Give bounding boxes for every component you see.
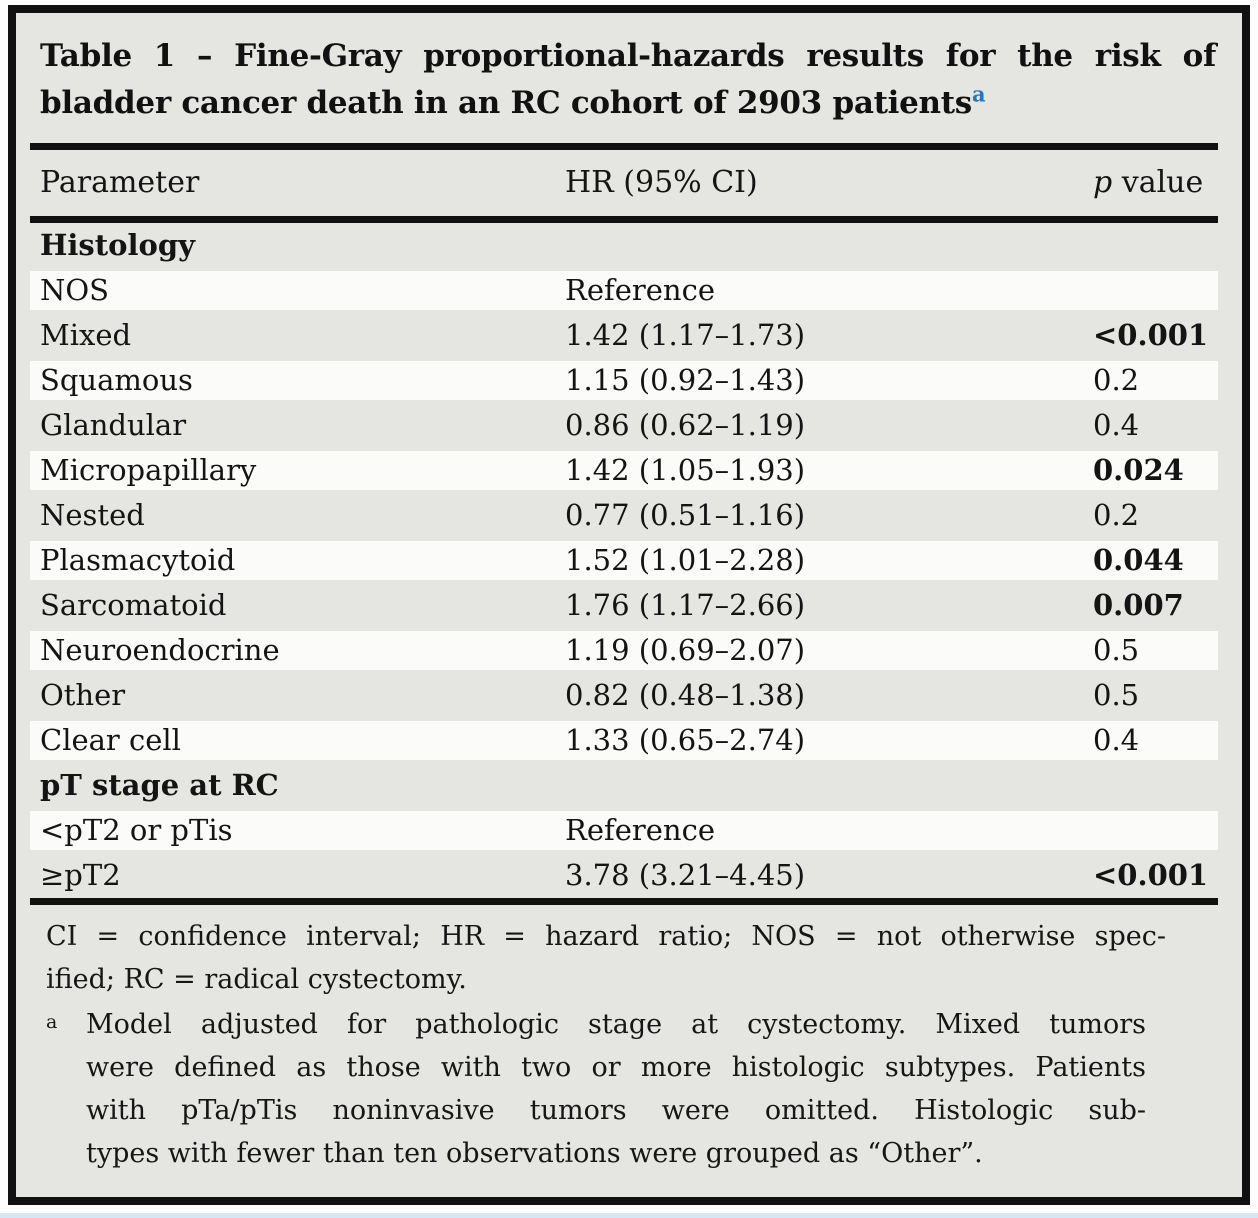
parameter-cell: Other (40, 678, 126, 712)
p-value-cell (1093, 271, 1218, 310)
table-row: Glandular 0.86 (0.62–1.19) 0.4 (30, 403, 1218, 448)
column-header-hr: HR (95% CI) (565, 165, 758, 200)
footnote-a: a Model adjusted for pathologic stage at… (30, 1003, 1166, 1175)
parameter-cell: <pT2 or pTis (40, 813, 233, 847)
table-body: Histology NOS Reference Mixed 1.42 (1.17–1.7… (16, 223, 1242, 898)
p-value-cell: 0.2 (1093, 363, 1140, 397)
p-value-cell: 0.044 (1093, 543, 1184, 577)
footnote-a-text: Model adjusted for pathologic stage at c… (86, 1003, 1166, 1175)
hr-ci-cell: Reference (565, 273, 715, 307)
footnote-a-line: Model adjusted for pathologic stage at c… (86, 1009, 1146, 1040)
hr-ci-cell: 3.78 (3.21–4.45) (565, 858, 806, 892)
p-value-cell: 0.024 (1093, 453, 1184, 487)
hr-ci-cell: 1.42 (1.05–1.93) (565, 453, 806, 487)
table-row: Neuroendocrine 1.19 (0.69–2.07) 0.5 (30, 628, 1218, 673)
table-header-row: Parameter HR (95% CI) p value (30, 150, 1218, 216)
table-row: Other 0.82 (0.48–1.38) 0.5 (30, 673, 1218, 718)
parameter-cell: Glandular (40, 408, 187, 442)
bottom-rule (30, 898, 1218, 905)
p-value-cell: 0.5 (1093, 633, 1140, 667)
footnotes: CI = confidence interval; HR = hazard ra… (30, 915, 1166, 1175)
section-header-label: pT stage at RC (40, 768, 279, 802)
p-value-cell (1093, 811, 1218, 850)
abbreviations-line: ified; RC = radical cystectomy. (46, 964, 467, 995)
table-row: Clear cell 1.33 (0.65–2.74) 0.4 (30, 718, 1218, 763)
hr-ci-cell: 0.82 (0.48–1.38) (565, 678, 806, 712)
header-rule (30, 216, 1218, 223)
p-value-cell: 0.4 (1093, 408, 1140, 442)
parameter-cell: Neuroendocrine (40, 633, 280, 667)
section-header-label: Histology (40, 228, 195, 262)
parameter-cell: Sarcomatoid (40, 588, 227, 622)
footnote-a-line: were defined as those with two or more h… (86, 1052, 1146, 1083)
parameter-cell: Clear cell (40, 723, 181, 757)
parameter-cell: NOS (40, 273, 110, 307)
table-row: Nested 0.77 (0.51–1.16) 0.2 (30, 493, 1218, 538)
hr-ci-cell: 1.19 (0.69–2.07) (565, 633, 806, 667)
p-value-cell: <0.001 (1093, 318, 1209, 352)
table-row: NOS Reference (30, 268, 1218, 313)
table-row: <pT2 or pTis Reference (30, 808, 1218, 853)
p-value-cell: 0.5 (1093, 678, 1140, 712)
hr-ci-cell: 1.33 (0.65–2.74) (565, 723, 806, 757)
column-header-pvalue: p value (1093, 165, 1204, 200)
table-row: ≥pT2 3.78 (3.21–4.45) <0.001 (30, 853, 1218, 898)
hr-ci-cell: 1.15 (0.92–1.43) (565, 363, 806, 397)
p-value-cell: 0.007 (1093, 588, 1184, 622)
table-row: Squamous 1.15 (0.92–1.43) 0.2 (30, 358, 1218, 403)
hr-ci-cell: 1.52 (1.01–2.28) (565, 543, 806, 577)
page-bottom-strip (0, 1213, 1258, 1218)
table-row: Plasmacytoid 1.52 (1.01–2.28) 0.044 (30, 538, 1218, 583)
p-value-cell: 0.4 (1093, 723, 1140, 757)
footnote-a-line: types with fewer than ten observations w… (86, 1138, 983, 1169)
parameter-cell: Plasmacytoid (40, 543, 236, 577)
table-title-line1: Table 1 – Fine-Gray proportional-hazards… (40, 38, 1216, 74)
table-title-line2: bladder cancer death in an RC cohort of … (40, 81, 986, 121)
hr-ci-cell: 1.42 (1.17–1.73) (565, 318, 806, 352)
parameter-cell: Mixed (40, 318, 132, 352)
p-value-cell: 0.2 (1093, 498, 1140, 532)
footnote-a-line: with pTa/pTis noninvasive tumors were om… (86, 1095, 1146, 1126)
hr-ci-cell: 0.86 (0.62–1.19) (565, 408, 806, 442)
section-header-row: pT stage at RC (30, 763, 1218, 808)
column-header-parameter: Parameter (40, 165, 200, 200)
hr-ci-cell: Reference (565, 813, 715, 847)
abbreviations-note: CI = confidence interval; HR = hazard ra… (30, 915, 1166, 1001)
hr-ci-cell: 0.77 (0.51–1.16) (565, 498, 806, 532)
results-table: Table 1 – Fine-Gray proportional-hazards… (8, 5, 1250, 1205)
section-header-row: Histology (30, 223, 1218, 268)
parameter-cell: Micropapillary (40, 453, 257, 487)
p-value-cell: <0.001 (1093, 858, 1209, 892)
parameter-cell: Nested (40, 498, 145, 532)
table-row: Sarcomatoid 1.76 (1.17–2.66) 0.007 (30, 583, 1218, 628)
parameter-cell: ≥pT2 (40, 858, 121, 892)
abbreviations-line: CI = confidence interval; HR = hazard ra… (46, 921, 1166, 952)
parameter-cell: Squamous (40, 363, 193, 397)
table-title: Table 1 – Fine-Gray proportional-hazards… (40, 33, 1216, 127)
table-row: Micropapillary 1.42 (1.05–1.93) 0.024 (30, 448, 1218, 493)
hr-ci-cell: 1.76 (1.17–2.66) (565, 588, 806, 622)
table-row: Mixed 1.42 (1.17–1.73) <0.001 (30, 313, 1218, 358)
title-footnote-marker: a (971, 81, 986, 107)
top-rule (30, 143, 1218, 150)
footnote-a-marker: a (46, 1011, 58, 1033)
